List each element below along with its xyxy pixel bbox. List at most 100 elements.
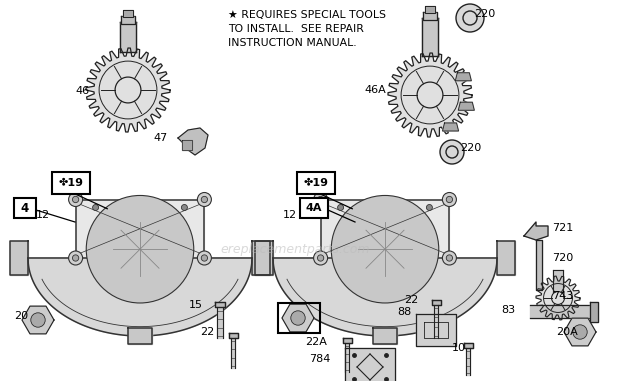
Circle shape <box>92 205 99 210</box>
Text: 12: 12 <box>36 210 50 220</box>
Text: 4A: 4A <box>306 203 322 213</box>
Text: 743: 743 <box>552 291 574 301</box>
Text: 22A: 22A <box>305 337 327 347</box>
Circle shape <box>197 251 211 265</box>
Polygon shape <box>530 305 592 318</box>
Circle shape <box>73 196 79 203</box>
Circle shape <box>573 325 587 339</box>
Text: ✤19: ✤19 <box>58 178 84 188</box>
Polygon shape <box>10 241 28 275</box>
Circle shape <box>463 11 477 25</box>
Circle shape <box>86 195 194 303</box>
FancyBboxPatch shape <box>52 172 90 194</box>
Circle shape <box>31 313 45 327</box>
Circle shape <box>317 196 324 203</box>
Polygon shape <box>388 53 472 137</box>
Polygon shape <box>455 73 471 81</box>
Polygon shape <box>255 241 273 275</box>
Polygon shape <box>423 12 437 20</box>
Circle shape <box>443 251 456 265</box>
Circle shape <box>440 140 464 164</box>
Polygon shape <box>590 302 598 322</box>
Polygon shape <box>282 304 314 332</box>
Polygon shape <box>217 307 223 338</box>
Circle shape <box>456 4 484 32</box>
Polygon shape <box>466 347 471 375</box>
Polygon shape <box>252 241 270 275</box>
Text: 47: 47 <box>154 133 168 143</box>
Text: 20A: 20A <box>556 327 578 337</box>
Text: ★ REQUIRES SPECIAL TOOLS
TO INSTALL.  SEE REPAIR
INSTRUCTION MANUAL.: ★ REQUIRES SPECIAL TOOLS TO INSTALL. SEE… <box>228 10 386 48</box>
Circle shape <box>69 251 82 265</box>
Polygon shape <box>524 222 548 240</box>
Text: 22: 22 <box>404 295 418 305</box>
Polygon shape <box>28 258 252 336</box>
Text: 784: 784 <box>309 354 330 364</box>
Polygon shape <box>536 240 542 290</box>
Circle shape <box>115 77 141 103</box>
Text: 22: 22 <box>200 327 214 337</box>
Text: 12: 12 <box>283 210 297 220</box>
Circle shape <box>314 251 327 265</box>
Text: 721: 721 <box>552 223 574 233</box>
Polygon shape <box>553 270 563 292</box>
Circle shape <box>182 205 187 210</box>
Text: 88: 88 <box>397 307 411 317</box>
Polygon shape <box>121 16 135 24</box>
Polygon shape <box>564 318 596 346</box>
Polygon shape <box>425 6 435 13</box>
Polygon shape <box>231 338 236 368</box>
FancyBboxPatch shape <box>14 198 36 218</box>
Polygon shape <box>345 348 395 381</box>
Polygon shape <box>215 302 225 307</box>
Polygon shape <box>128 328 152 344</box>
Text: 4: 4 <box>21 202 29 215</box>
Circle shape <box>417 82 443 108</box>
Polygon shape <box>321 200 450 258</box>
Text: 46: 46 <box>76 86 90 96</box>
Polygon shape <box>76 200 205 258</box>
Polygon shape <box>433 304 438 338</box>
Polygon shape <box>373 328 397 344</box>
Text: 46A: 46A <box>365 85 386 95</box>
Polygon shape <box>422 18 438 56</box>
Circle shape <box>202 196 208 203</box>
Polygon shape <box>458 102 474 110</box>
Text: 220: 220 <box>474 9 495 19</box>
Circle shape <box>202 255 208 261</box>
Polygon shape <box>86 48 170 132</box>
Circle shape <box>446 196 453 203</box>
Circle shape <box>427 205 432 210</box>
Circle shape <box>331 195 439 303</box>
Circle shape <box>317 255 324 261</box>
Circle shape <box>338 205 343 210</box>
Circle shape <box>73 255 79 261</box>
Circle shape <box>446 146 458 158</box>
Circle shape <box>552 291 564 304</box>
Text: 220: 220 <box>460 143 481 153</box>
Polygon shape <box>229 333 237 338</box>
Polygon shape <box>178 128 208 155</box>
Circle shape <box>69 192 82 207</box>
Text: 83: 83 <box>501 305 515 315</box>
Circle shape <box>443 192 456 207</box>
Circle shape <box>446 255 453 261</box>
FancyBboxPatch shape <box>300 198 328 218</box>
Polygon shape <box>123 10 133 17</box>
Polygon shape <box>464 343 472 347</box>
Circle shape <box>291 311 305 325</box>
Polygon shape <box>536 276 580 320</box>
FancyBboxPatch shape <box>297 172 335 194</box>
Polygon shape <box>432 300 440 304</box>
Polygon shape <box>120 22 136 52</box>
Circle shape <box>314 192 327 207</box>
Text: 10: 10 <box>452 343 466 353</box>
Polygon shape <box>22 306 54 334</box>
Polygon shape <box>345 343 350 372</box>
Polygon shape <box>416 314 456 346</box>
Text: ereplacementparts.com: ereplacementparts.com <box>220 243 370 256</box>
Polygon shape <box>497 241 515 275</box>
Polygon shape <box>443 123 459 131</box>
Circle shape <box>197 192 211 207</box>
Text: 20: 20 <box>14 311 28 321</box>
